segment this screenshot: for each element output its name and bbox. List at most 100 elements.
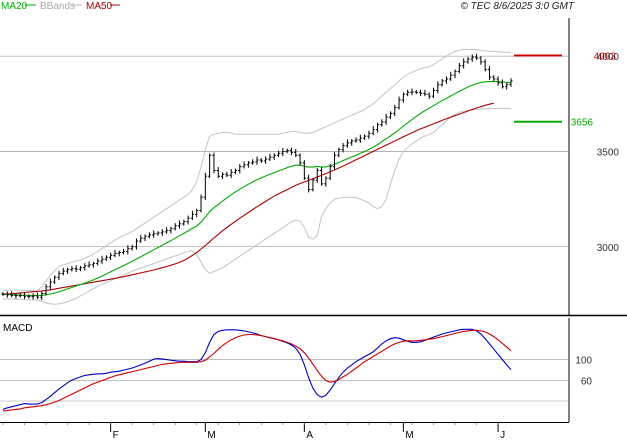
- price-bar: [341, 143, 345, 153]
- x-tick-label-M: M: [405, 430, 413, 440]
- price-bar: [242, 161, 246, 169]
- macd-y-axis: 60 100: [575, 356, 592, 388]
- price-bar: [31, 293, 35, 300]
- price-bar: [281, 148, 285, 157]
- legend: MA20 BBands MA50: [1, 1, 120, 12]
- macd-tick-label-60: 60: [581, 377, 593, 388]
- price-bar: [190, 210, 195, 221]
- price-bar: [238, 164, 242, 174]
- price-bar: [401, 92, 405, 103]
- price-bar: [203, 172, 207, 201]
- price-bar: [289, 147, 294, 156]
- x-tick-label-A: A: [306, 430, 313, 440]
- legend-ma50-label: MA50: [86, 1, 113, 12]
- price-bar: [505, 82, 509, 90]
- price-bar: [440, 79, 444, 87]
- price-bar: [18, 292, 22, 298]
- price-tick-label-3000: 3000: [597, 243, 620, 254]
- price-bar: [436, 81, 440, 94]
- macd-gridlines: [0, 359, 569, 402]
- bb-upper-line: [2, 49, 512, 292]
- bb-lower-line: [2, 107, 512, 305]
- price-bar: [388, 111, 393, 120]
- price-bar: [367, 130, 371, 140]
- price-bar: [393, 104, 397, 117]
- price-bar: [363, 134, 367, 140]
- price-bar: [216, 167, 220, 179]
- price-bar: [492, 75, 496, 81]
- price-bar: [48, 278, 52, 290]
- price-bar: [457, 62, 461, 74]
- price-bar: [164, 227, 169, 234]
- price-bar: [479, 56, 483, 65]
- macd-line-macd: [2, 328, 512, 410]
- price-bar: [65, 267, 70, 275]
- x-tick-label-F: F: [113, 430, 119, 440]
- price-bar: [324, 176, 328, 187]
- ma20-series: [3, 80, 512, 297]
- price-bar: [121, 248, 126, 255]
- price-bar: [337, 147, 341, 158]
- price-bar: [126, 245, 130, 255]
- price-bar: [134, 238, 139, 250]
- price-bar: [104, 255, 108, 262]
- price-bar: [423, 89, 427, 97]
- price-bar: [177, 220, 182, 229]
- price-bar: [298, 153, 302, 166]
- price-bar: [220, 172, 225, 180]
- price-bar: [302, 160, 306, 181]
- price-bar: [276, 150, 281, 158]
- price-bar: [350, 139, 354, 146]
- price-bar: [78, 265, 83, 272]
- price-bar: [332, 151, 337, 170]
- price-bar: [294, 148, 298, 158]
- macd-tick-label-100: 100: [575, 356, 592, 367]
- price-bar: [14, 293, 18, 299]
- price-gridlines: [0, 55, 569, 248]
- price-bar: [268, 153, 272, 161]
- price-bar: [371, 126, 375, 136]
- price-bar: [487, 66, 492, 80]
- price-bar: [264, 156, 268, 164]
- price-bar: [315, 167, 319, 183]
- price-bar: [91, 261, 96, 268]
- price-bar: [449, 71, 453, 81]
- price-bar: [272, 153, 276, 161]
- price-tick-label-4000: 4000: [597, 52, 620, 63]
- x-tick-label-M: M: [207, 430, 215, 440]
- price-bar: [384, 113, 388, 125]
- price-bar: [57, 270, 61, 281]
- price-bar: [212, 152, 216, 174]
- price-bar: [418, 89, 423, 97]
- price-bar: [229, 168, 233, 179]
- price-bars: [1, 53, 513, 301]
- price-y-axis: 3000 3500 4000: [597, 52, 620, 254]
- price-bar: [100, 255, 104, 264]
- bollinger-bands: [2, 49, 512, 305]
- price-bar: [251, 159, 255, 165]
- ma20-line: [3, 80, 512, 297]
- price-bar: [182, 219, 186, 226]
- legend-bbands-label: BBands: [40, 1, 75, 12]
- price-bar: [143, 234, 147, 242]
- price-bar: [139, 234, 143, 243]
- price-bar: [53, 275, 57, 284]
- macd-series: [2, 328, 512, 412]
- price-bar: [397, 96, 401, 110]
- price-bar: [500, 79, 504, 89]
- price-bar: [225, 171, 229, 178]
- price-bar: [474, 53, 479, 60]
- price-bar: [199, 194, 203, 213]
- price-bar: [208, 153, 212, 179]
- price-bar: [130, 244, 134, 251]
- price-bar: [10, 291, 14, 298]
- price-bar: [354, 137, 358, 143]
- price-bar: [259, 158, 263, 163]
- price-bar: [35, 292, 40, 300]
- price-bar: [255, 156, 259, 165]
- x-tick-label-J: J: [500, 430, 505, 440]
- price-bar: [496, 76, 500, 86]
- resistance-label: 4003: [594, 52, 617, 63]
